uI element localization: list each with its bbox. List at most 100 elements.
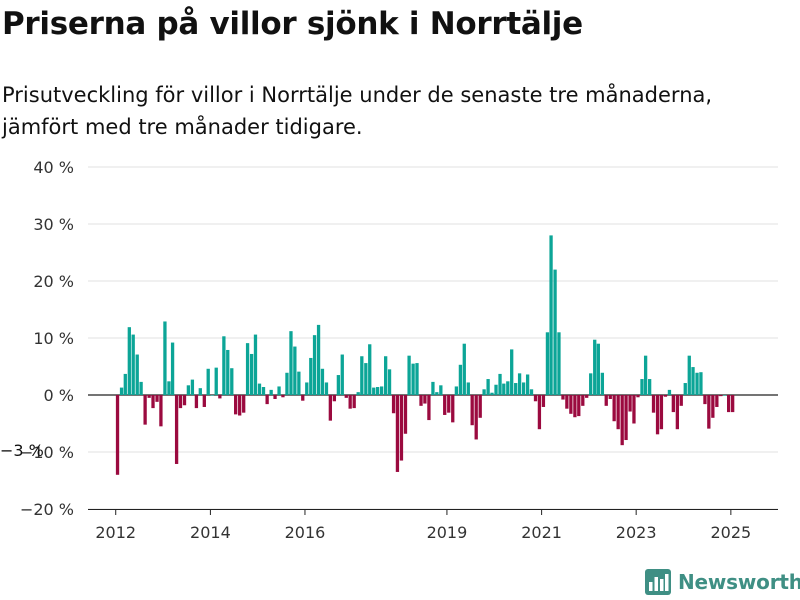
bar — [628, 395, 632, 412]
bar — [514, 383, 518, 395]
bars — [115, 235, 735, 475]
bar — [557, 332, 561, 395]
bar — [214, 367, 218, 395]
bar — [549, 235, 553, 395]
bar — [699, 372, 703, 395]
bar — [707, 395, 711, 429]
bar — [419, 395, 423, 406]
bar — [711, 395, 715, 418]
bar — [167, 381, 171, 395]
bar — [332, 395, 337, 402]
bar — [663, 395, 668, 397]
bar — [352, 395, 356, 409]
bar — [510, 349, 514, 395]
bar — [399, 395, 404, 461]
bar — [328, 395, 332, 421]
bar — [159, 395, 163, 427]
bar — [312, 335, 317, 395]
y-tick-label: −10 % — [20, 443, 74, 462]
bar — [218, 395, 222, 399]
bar — [242, 395, 246, 413]
bar — [577, 395, 581, 417]
bar — [163, 321, 167, 395]
bar — [462, 343, 466, 395]
y-tick-label: 20 % — [33, 272, 74, 291]
y-axis-labels: −20 % −10 % 0 % 10 % 20 % 30 % 40 % — [20, 158, 74, 519]
bar — [458, 364, 463, 395]
bar — [170, 342, 175, 395]
bar — [466, 382, 470, 395]
bar — [336, 375, 341, 395]
bar — [269, 389, 273, 395]
bar — [403, 395, 408, 434]
bar — [506, 381, 510, 395]
y-tick-label: −20 % — [20, 500, 74, 519]
bar — [667, 389, 672, 395]
bar — [723, 395, 727, 396]
bar — [139, 381, 143, 395]
x-tick-label: 2012 — [95, 523, 136, 542]
bar — [679, 395, 683, 406]
bar — [340, 354, 344, 395]
bar — [364, 363, 368, 395]
bar — [643, 355, 648, 395]
bar — [245, 343, 250, 395]
bar — [348, 395, 352, 409]
bar — [407, 355, 411, 395]
chart-title: Priserna på villor sjönk i Norrtälje — [2, 6, 583, 42]
bar — [147, 395, 151, 398]
bar — [569, 395, 573, 414]
bar — [451, 395, 455, 423]
bar — [435, 392, 439, 395]
bar — [151, 395, 155, 409]
y-tick-label: 0 % — [44, 386, 74, 405]
bar — [596, 343, 600, 395]
bar — [395, 395, 400, 472]
bar — [115, 395, 120, 475]
bar — [230, 368, 234, 395]
bar — [573, 395, 577, 418]
bar — [486, 379, 490, 395]
bar — [368, 344, 372, 395]
bar — [360, 356, 364, 395]
bar — [478, 395, 482, 418]
bar — [344, 395, 348, 398]
bar — [494, 384, 498, 395]
bar — [447, 395, 451, 413]
bar — [703, 395, 707, 405]
bar — [695, 372, 699, 395]
bar — [387, 369, 392, 395]
x-tick-label: 2023 — [616, 523, 657, 542]
bar — [553, 269, 557, 395]
x-tick-label: 2016 — [285, 523, 326, 542]
bar — [234, 395, 238, 415]
bar — [624, 395, 628, 441]
bar — [691, 367, 695, 395]
newsworthy-logo[interactable]: Newsworthy — [644, 568, 800, 596]
x-tick-label: 2021 — [521, 523, 562, 542]
bar — [647, 379, 652, 395]
bar — [533, 395, 538, 402]
bar — [316, 324, 321, 395]
bar — [671, 395, 675, 413]
bar — [659, 395, 664, 430]
bar — [356, 392, 360, 395]
bar — [498, 373, 502, 395]
bar — [423, 395, 427, 404]
bar — [636, 395, 640, 398]
bar — [545, 332, 550, 395]
bar — [585, 395, 589, 398]
bar — [123, 373, 127, 395]
bar — [431, 381, 435, 395]
bar — [525, 374, 530, 395]
bar — [261, 387, 266, 395]
bar — [372, 387, 376, 395]
y-tick-label: 10 % — [33, 329, 74, 348]
bar — [174, 395, 179, 464]
chart-subtitle: Prisutveckling för villor i Norrtälje un… — [2, 83, 713, 139]
bar — [683, 383, 687, 395]
bar — [257, 383, 262, 395]
bar — [238, 395, 242, 416]
bar — [651, 395, 656, 413]
